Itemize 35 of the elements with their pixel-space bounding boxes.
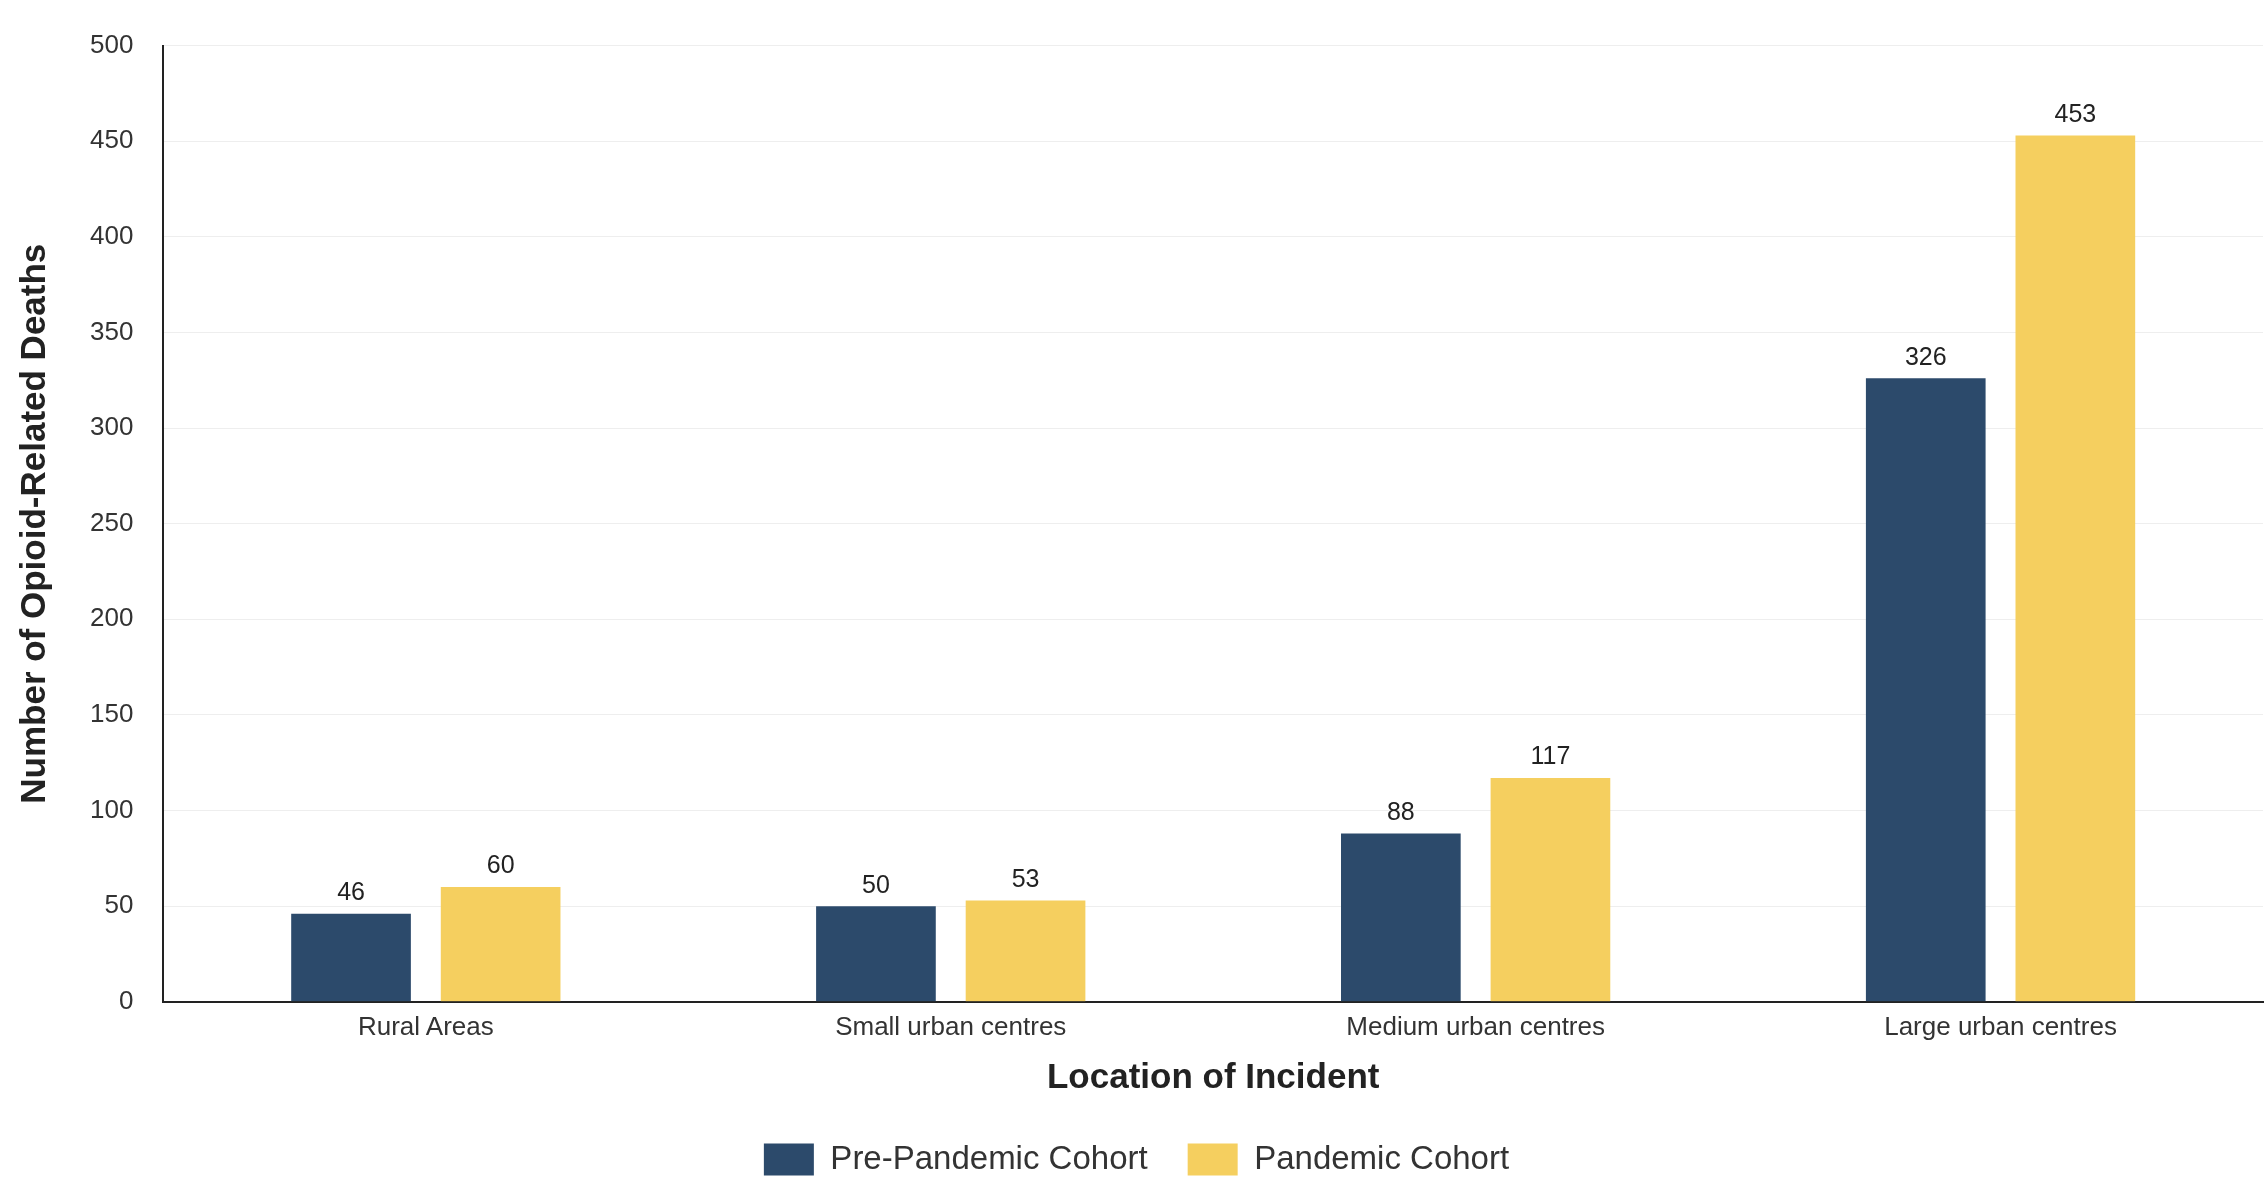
legend-label: Pandemic Cohort	[1254, 1138, 1510, 1176]
data-label: 117	[1530, 741, 1571, 770]
y-tick-label: 350	[89, 315, 134, 346]
y-axis-title: Number of Opioid-Related Deaths	[12, 243, 52, 804]
y-tick-label: 200	[89, 602, 134, 633]
bar	[2015, 135, 2136, 1002]
x-axis-title: Location of Incident	[1046, 1055, 1380, 1095]
x-tick-label: Small urban centres	[835, 1010, 1067, 1041]
y-tick-label: 0	[118, 984, 134, 1015]
y-tick-label: 400	[89, 220, 134, 251]
data-label: 88	[1386, 796, 1415, 825]
y-tick-label: 250	[89, 506, 134, 537]
data-label: 50	[862, 869, 890, 898]
bar	[1865, 378, 1986, 1002]
data-label: 453	[2054, 98, 2097, 127]
data-label: 53	[1011, 863, 1040, 892]
bar	[1341, 833, 1461, 1002]
data-label: 46	[337, 877, 365, 906]
data-label: 60	[486, 850, 515, 879]
bar	[291, 913, 411, 1002]
y-tick-label: 500	[89, 28, 134, 59]
legend-label: Pre-Pandemic Cohort	[830, 1138, 1148, 1176]
y-tick-label: 450	[89, 124, 134, 155]
x-tick-label: Rural Areas	[357, 1010, 494, 1041]
data-label: 326	[1904, 341, 1947, 370]
bar	[965, 900, 1086, 1002]
y-tick-label: 150	[89, 698, 134, 729]
y-tick-label: 50	[104, 889, 134, 920]
y-tick-label: 100	[89, 793, 134, 824]
bar	[816, 906, 936, 1002]
bar	[1490, 778, 1611, 1002]
bar	[440, 887, 561, 1002]
x-tick-label: Large urban centres	[1884, 1010, 2117, 1041]
y-tick-label: 300	[89, 411, 134, 442]
x-tick-label: Medium urban centres	[1346, 1010, 1605, 1041]
